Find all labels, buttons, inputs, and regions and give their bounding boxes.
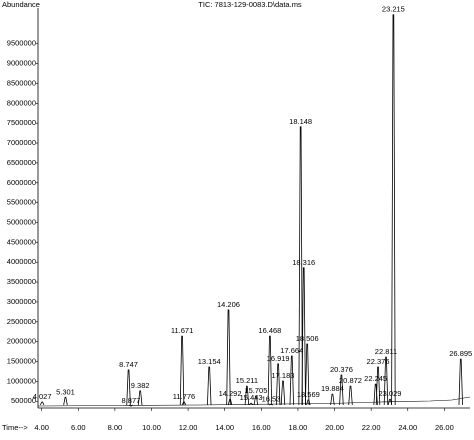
x-tick-label: 20.00 bbox=[325, 423, 344, 432]
y-axis-label: Abundance bbox=[2, 0, 40, 9]
y-tick-label: 1500000 bbox=[7, 357, 36, 366]
x-tick-label: 14.00 bbox=[215, 423, 234, 432]
peak-label: 26.895 bbox=[449, 349, 472, 358]
peak-label: 16.919 bbox=[267, 354, 290, 363]
peak-label: 11.776 bbox=[173, 392, 195, 401]
peak-label: 18.316 bbox=[292, 258, 315, 267]
y-tick-label: 1000000 bbox=[7, 376, 36, 385]
peak bbox=[207, 366, 212, 406]
peak bbox=[244, 385, 250, 406]
peak bbox=[275, 363, 281, 406]
peak-label: 8.747 bbox=[119, 360, 138, 369]
peak bbox=[348, 385, 353, 406]
y-tick-label: 9500000 bbox=[7, 39, 36, 48]
peak-label: 18.569 bbox=[297, 390, 320, 399]
y-tick-label: 6500000 bbox=[7, 158, 36, 167]
peak-label: 4.027 bbox=[33, 392, 52, 401]
peak bbox=[179, 335, 185, 406]
peak bbox=[330, 393, 335, 406]
peak bbox=[383, 356, 389, 406]
peak-label: 23.215 bbox=[382, 5, 405, 14]
peak-label: 22.245 bbox=[364, 374, 387, 383]
peak-label: 16.468 bbox=[258, 326, 281, 335]
peak bbox=[137, 390, 143, 406]
peak-label: 22.811 bbox=[375, 347, 397, 356]
peak bbox=[181, 401, 187, 406]
peak-label: 14.292 bbox=[219, 389, 242, 398]
peak-label: 8.877 bbox=[122, 396, 141, 405]
peak bbox=[249, 402, 254, 406]
peak-label: 15.443 bbox=[240, 393, 263, 402]
peak bbox=[267, 335, 273, 406]
peak-label: 22.376 bbox=[367, 357, 390, 366]
x-axis-label: Time--> bbox=[2, 423, 28, 432]
x-tick-label: 8.00 bbox=[108, 423, 123, 432]
x-tick-label: 22.00 bbox=[362, 423, 381, 432]
peak bbox=[126, 369, 131, 406]
x-tick-label: 6.00 bbox=[71, 423, 86, 432]
peak bbox=[304, 343, 310, 406]
y-tick-label: 9000000 bbox=[7, 59, 36, 68]
peak bbox=[387, 398, 393, 406]
peak-label: 18.506 bbox=[296, 334, 319, 343]
peak bbox=[128, 404, 133, 407]
y-tick-label: 7500000 bbox=[7, 118, 36, 127]
y-tick-label: 8500000 bbox=[7, 78, 36, 87]
peak-label: 14.206 bbox=[217, 300, 240, 309]
x-tick-label: 24.00 bbox=[398, 423, 417, 432]
peak bbox=[298, 126, 303, 406]
y-tick-label: 3500000 bbox=[7, 277, 36, 286]
x-tick-label: 26.00 bbox=[435, 423, 454, 432]
peak bbox=[253, 395, 259, 406]
x-tick-label: 10.00 bbox=[142, 423, 161, 432]
chart-title: TIC: 7813-129-0083.D\data.ms bbox=[198, 0, 302, 9]
peak-label: 15.211 bbox=[236, 376, 258, 385]
peak bbox=[227, 398, 233, 406]
y-tick-label: 3000000 bbox=[7, 297, 36, 306]
peak-label: 20.872 bbox=[339, 376, 362, 385]
peak bbox=[339, 374, 344, 406]
peak-label: 5.301 bbox=[56, 387, 75, 396]
peak bbox=[269, 404, 273, 406]
y-tick-label: 4500000 bbox=[7, 237, 36, 246]
y-tick-label: 8000000 bbox=[7, 98, 36, 107]
peak bbox=[63, 396, 68, 406]
peak-label: 19.884 bbox=[321, 384, 344, 393]
peak-label: 17.183 bbox=[272, 371, 295, 380]
peak-label: 18.148 bbox=[289, 117, 312, 126]
y-tick-label: 5500000 bbox=[7, 198, 36, 207]
peak bbox=[39, 401, 45, 406]
peak bbox=[226, 309, 231, 406]
peak-label: 11.671 bbox=[171, 326, 193, 335]
peak-label: 15.705 bbox=[244, 386, 267, 395]
y-tick-label: 2500000 bbox=[7, 317, 36, 326]
peak bbox=[306, 399, 311, 406]
y-tick-label: 6000000 bbox=[7, 178, 36, 187]
peak-label: 16.53 bbox=[262, 394, 281, 403]
y-tick-label: 4000000 bbox=[7, 257, 36, 266]
y-tick-label: 5000000 bbox=[7, 217, 36, 226]
x-tick-label: 18.00 bbox=[289, 423, 308, 432]
peak-label: 23.029 bbox=[379, 389, 402, 398]
x-tick-label: 4.00 bbox=[34, 423, 49, 432]
peak bbox=[391, 14, 396, 406]
peak bbox=[280, 380, 286, 406]
peak-label: 20.376 bbox=[330, 365, 353, 374]
x-tick-label: 16.00 bbox=[252, 423, 271, 432]
y-tick-label: 7000000 bbox=[7, 138, 36, 147]
peak bbox=[289, 355, 294, 406]
x-tick-label: 12.00 bbox=[179, 423, 198, 432]
peak-label: 13.154 bbox=[198, 357, 221, 366]
y-tick-label: 500000 bbox=[11, 396, 36, 405]
peak-label: 17.664 bbox=[280, 346, 303, 355]
peak bbox=[458, 358, 463, 406]
y-tick-label: 2000000 bbox=[7, 337, 36, 346]
baseline bbox=[37, 396, 471, 407]
peak bbox=[375, 366, 381, 406]
peak bbox=[301, 267, 306, 406]
peak-label: 9.382 bbox=[131, 381, 150, 390]
